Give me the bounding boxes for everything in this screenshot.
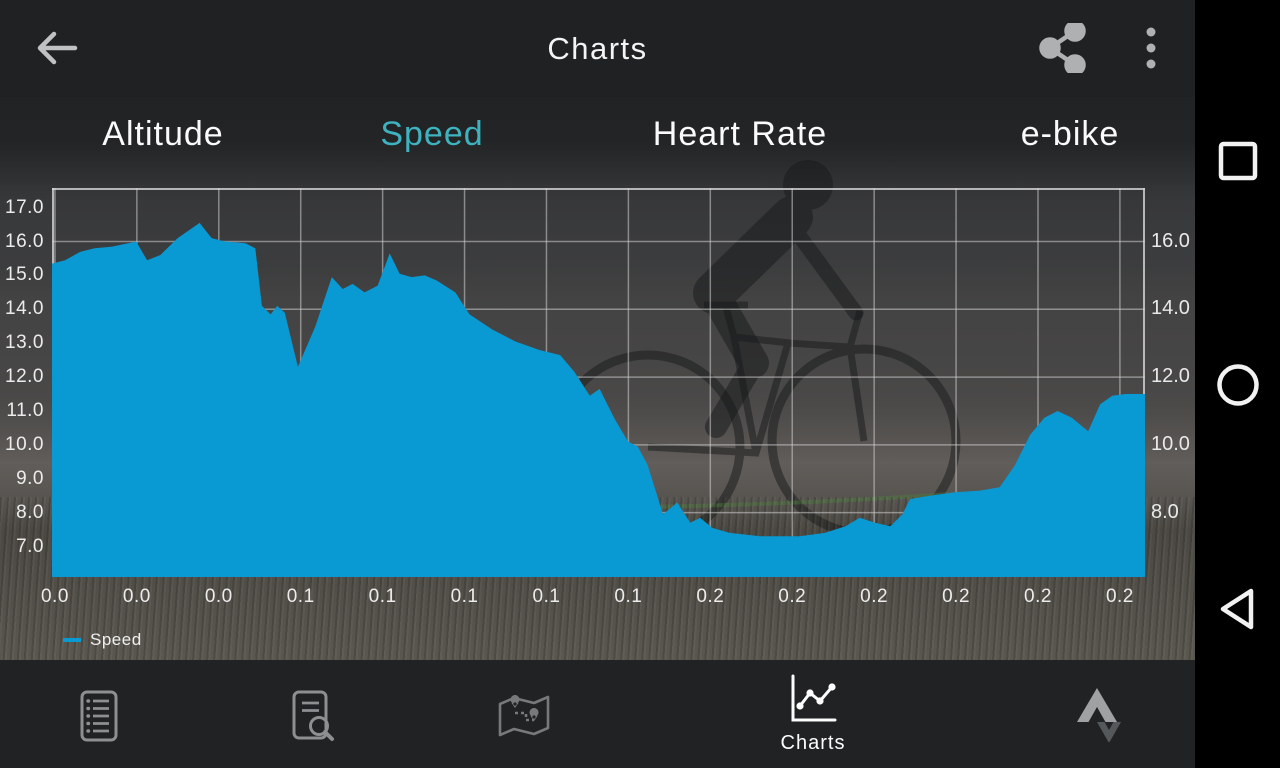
y-axis-label-left: 8.0 [16,501,44,523]
page-title: Charts [547,31,648,66]
x-axis-label: 0.2 [1024,586,1052,607]
back-triangle-icon [1220,588,1253,629]
share-icon [1039,23,1086,73]
x-axis-label: 0.2 [942,586,971,607]
x-axis-label: 0.0 [40,586,69,607]
x-axis-label: 0.1 [450,586,479,607]
speed-area-series [52,222,1145,574]
charts-icon [791,674,837,722]
x-axis-label: 0.1 [368,586,397,607]
x-axis-label: 0.2 [1105,586,1134,607]
nav-records-button[interactable] [39,684,159,748]
tab-ebike[interactable]: e-bike [1020,115,1120,153]
home-circle-icon [1216,363,1259,406]
y-axis-label-right: 14.0 [1151,297,1190,320]
x-axis-label: 0.2 [778,586,807,607]
x-axis-label: 0.2 [860,586,889,607]
nav-search-button[interactable] [250,684,370,748]
y-axis-label-left: 10.0 [5,433,44,455]
legend-color-dash [63,638,81,642]
x-axis-label: 0.1 [286,586,315,607]
overflow-menu-button[interactable] [1119,16,1183,80]
y-axis-label-left: 7.0 [16,535,44,557]
y-axis-label-right: 12.0 [1151,365,1190,388]
y-axis-left: 17.0 16.0 15.0 14.0 13.0 12.0 11.0 10.0 9.0 8.0 7.… [0,0,44,660]
y-axis-label-left: 16.0 [5,230,44,252]
y-axis-label-left: 17.0 [5,196,44,218]
y-axis-label-left: 9.0 [16,467,44,489]
nav-map-button[interactable] [464,684,584,748]
chart-legend: Speed [63,628,142,652]
y-axis-label-right: 10.0 [1151,432,1190,455]
x-axis-label: 0.1 [532,586,561,607]
nav-charts-button[interactable]: Charts [753,672,873,755]
x-axis: 0.0 0.0 0.0 0.1 0.1 0.1 0.1 0.1 0.2 0.2 0.2 0.2 0.2 0… [0,586,1195,616]
map-route-icon [498,695,550,737]
recents-button[interactable] [1195,118,1280,203]
home-button[interactable] [1195,342,1280,427]
back-arrow-icon [37,31,78,65]
y-axis-label-left: 15.0 [5,264,44,286]
x-axis-label: 0.1 [614,586,643,607]
top-app-bar: Charts [0,0,1195,97]
y-axis-label-left: 14.0 [5,298,44,320]
tab-heart-rate[interactable]: Heart Rate [652,115,828,153]
y-axis-right: 16.0 14.0 12.0 10.0 8.0 [1151,0,1195,660]
nav-charts-label: Charts [780,732,846,754]
back-button[interactable] [25,16,89,80]
legend-label: Speed [90,630,142,649]
y-axis-label-right: 16.0 [1151,229,1190,252]
y-axis-label-right: 8.0 [1151,500,1179,523]
tab-altitude[interactable]: Altitude [102,115,224,153]
records-list-icon [80,690,118,742]
back-nav-button[interactable] [1195,566,1280,651]
app-window: 17.0 16.0 15.0 14.0 13.0 12.0 11.0 10.0 9.0 8.0 7.… [0,0,1195,768]
y-axis-label-left: 13.0 [5,332,44,354]
speed-area-chart[interactable] [52,188,1145,577]
bottom-nav-bar: Charts [0,660,1195,768]
strava-upload-icon [1077,688,1121,742]
android-nav-bar [1195,0,1280,768]
x-axis-label: 0.0 [204,586,233,607]
nav-strava-button[interactable] [1037,678,1157,742]
x-axis-label: 0.2 [696,586,725,607]
recents-square-icon [1218,141,1257,180]
y-axis-label-left: 12.0 [5,366,44,388]
tab-speed[interactable]: Speed [380,115,484,153]
share-button[interactable] [1031,16,1095,80]
search-activity-icon [292,690,334,741]
y-axis-label-left: 11.0 [6,399,44,421]
overflow-menu-icon [1146,27,1156,69]
chart-tabs: Altitude Speed Heart Rate e-bike [0,97,1195,175]
x-axis-label: 0.0 [122,586,151,607]
